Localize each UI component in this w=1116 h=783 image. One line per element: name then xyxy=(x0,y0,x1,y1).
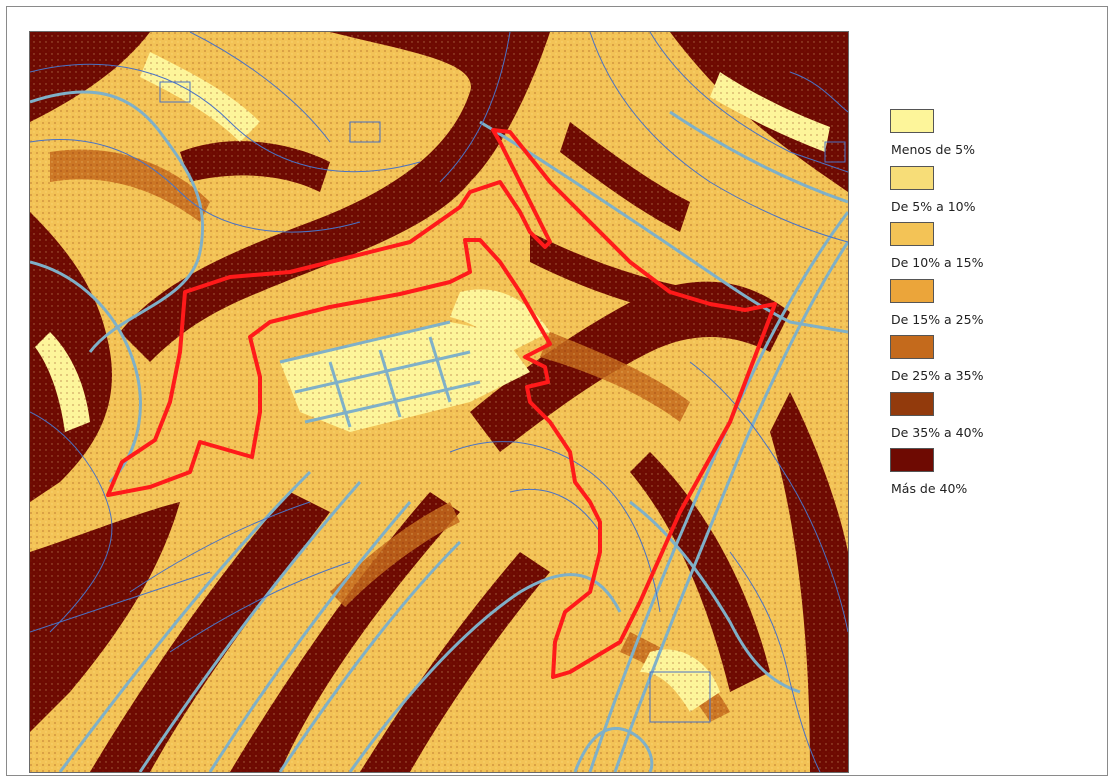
legend-swatch xyxy=(890,165,934,190)
legend-item: De 25% a 35% xyxy=(890,335,1090,392)
legend-item: De 10% a 15% xyxy=(890,222,1090,279)
legend-swatch xyxy=(890,222,934,246)
legend-label: De 35% a 40% xyxy=(891,424,984,440)
legend-swatch xyxy=(890,278,934,303)
legend-swatch xyxy=(890,335,934,359)
slope-map-canvas xyxy=(30,32,848,772)
legend-item: Menos de 5% xyxy=(890,109,1090,166)
legend-label: Menos de 5% xyxy=(891,142,975,157)
legend-label: De 25% a 35% xyxy=(891,368,984,383)
contour-lines xyxy=(30,32,848,772)
legend-label: Más de 40% xyxy=(891,481,968,496)
legend-item: De 35% a 40% xyxy=(890,391,1090,449)
study-area-boundary xyxy=(106,128,777,679)
legend-item: De 15% a 25% xyxy=(890,278,1090,336)
legend-label: De 15% a 25% xyxy=(891,311,984,327)
legend-swatch xyxy=(890,391,934,416)
legend-item: De 5% a 10% xyxy=(890,165,1090,223)
slope-legend: Menos de 5% De 5% a 10% De 10% a 15% De … xyxy=(890,109,1090,505)
terrain-texture xyxy=(30,32,848,772)
legend-label: De 5% a 10% xyxy=(891,198,976,214)
legend-swatch xyxy=(890,109,934,133)
legend-swatch xyxy=(890,448,934,472)
figure-frame: Menos de 5% De 5% a 10% De 10% a 15% De … xyxy=(6,6,1108,776)
slope-map[interactable] xyxy=(29,31,849,773)
legend-label: De 10% a 15% xyxy=(891,255,984,270)
legend-item: Más de 40% xyxy=(890,448,1090,505)
